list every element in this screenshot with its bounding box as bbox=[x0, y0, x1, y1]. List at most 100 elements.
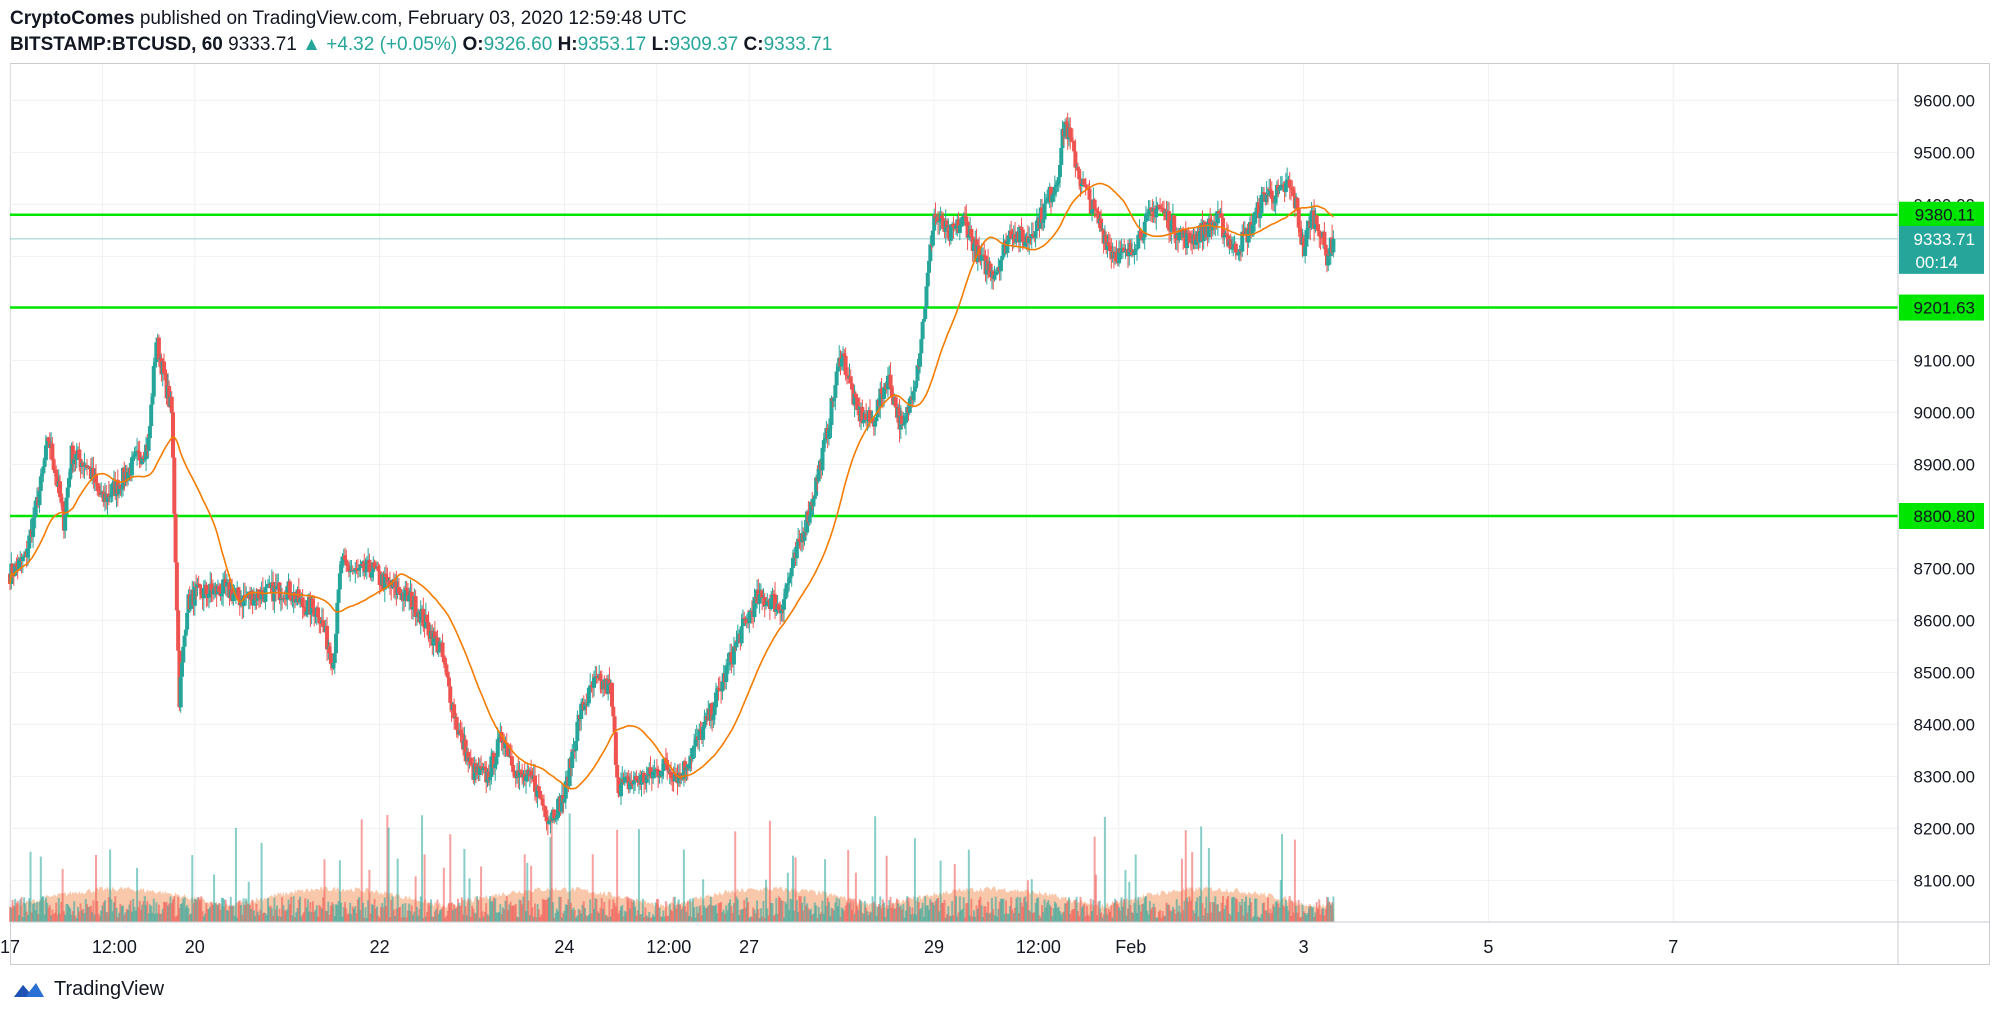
volume-bar bbox=[1071, 909, 1074, 922]
volume-bar bbox=[166, 905, 169, 922]
volume-bar bbox=[605, 915, 608, 922]
volume-bar bbox=[388, 917, 391, 922]
volume-bar bbox=[198, 900, 201, 922]
volume-bar bbox=[979, 896, 982, 922]
volume-bar bbox=[10, 907, 13, 922]
candle-body bbox=[354, 568, 359, 571]
volume-bar bbox=[1094, 874, 1097, 922]
candle-body bbox=[1224, 233, 1229, 236]
candle-body bbox=[376, 565, 381, 572]
candle-body bbox=[547, 820, 552, 824]
volume-bar bbox=[106, 912, 109, 922]
volume-bar bbox=[1195, 901, 1198, 922]
candles-layer[interactable] bbox=[8, 112, 1336, 836]
volume-bar bbox=[465, 915, 468, 922]
volume-bar bbox=[354, 906, 357, 922]
volume-bar bbox=[1096, 915, 1099, 922]
candle-body bbox=[1179, 229, 1184, 233]
candle-body bbox=[739, 626, 744, 644]
volume-bar bbox=[1109, 911, 1112, 922]
volume-bar bbox=[379, 907, 382, 922]
volume-bar bbox=[1200, 826, 1203, 922]
volume-bar bbox=[790, 899, 793, 922]
candle-body bbox=[1315, 224, 1320, 231]
volume-bar bbox=[209, 906, 212, 922]
candle-body bbox=[844, 374, 849, 376]
volume-bar bbox=[852, 898, 855, 922]
volume-bar bbox=[635, 915, 638, 922]
candle-body bbox=[318, 623, 323, 625]
candle-body bbox=[328, 653, 333, 664]
candle-body bbox=[67, 478, 72, 488]
candle-body bbox=[1022, 237, 1027, 247]
volume-bar bbox=[600, 897, 603, 922]
volume-bar bbox=[1103, 816, 1106, 922]
volume-bar bbox=[765, 879, 768, 922]
volume-bar bbox=[52, 913, 55, 922]
candle-body bbox=[445, 672, 450, 678]
low-value: 9309.37 bbox=[669, 34, 739, 55]
publisher-name[interactable]: CryptoComes bbox=[10, 8, 135, 29]
volume-bar bbox=[279, 916, 282, 922]
candle-body bbox=[206, 593, 211, 598]
volume-bar bbox=[761, 916, 764, 922]
volume-bar bbox=[933, 905, 936, 922]
candle-body bbox=[930, 230, 935, 246]
candle-body bbox=[290, 600, 295, 602]
horizontal-levels[interactable] bbox=[10, 213, 1898, 518]
volume-bar bbox=[1127, 908, 1130, 922]
candle-body bbox=[1117, 248, 1122, 264]
candle-body bbox=[382, 573, 387, 590]
candle-body bbox=[789, 567, 794, 577]
volume-bar bbox=[847, 849, 850, 922]
footer-brand[interactable]: TradingView bbox=[12, 978, 164, 1001]
volume-bar bbox=[1056, 907, 1059, 922]
volume-bar bbox=[811, 914, 814, 922]
volume-bar bbox=[774, 914, 777, 922]
volume-bar bbox=[539, 917, 542, 922]
volume-bar bbox=[621, 905, 624, 922]
volume-bar bbox=[349, 902, 352, 922]
candle-body bbox=[1258, 213, 1263, 219]
candle-body bbox=[690, 747, 695, 759]
candle-body bbox=[137, 452, 142, 461]
volume-bar bbox=[514, 903, 517, 922]
volume-bar bbox=[916, 897, 919, 922]
volume-bar bbox=[913, 838, 916, 922]
volume-bar bbox=[79, 903, 82, 922]
candle-body bbox=[296, 589, 301, 603]
volume-bar bbox=[1070, 910, 1073, 922]
volume-bar bbox=[152, 898, 155, 922]
volume-bar bbox=[1039, 917, 1042, 922]
volume-bar bbox=[731, 912, 734, 922]
candle-body bbox=[287, 581, 292, 599]
volume-bar bbox=[1306, 913, 1309, 922]
volume-bar bbox=[1152, 903, 1155, 922]
volume-bar bbox=[145, 905, 148, 922]
volume-bar bbox=[351, 906, 354, 922]
candle-body bbox=[760, 590, 765, 599]
candle-body bbox=[1095, 210, 1100, 212]
volume-bar bbox=[1030, 879, 1033, 922]
volume-bar bbox=[447, 903, 450, 922]
candle-body bbox=[811, 498, 816, 506]
volume-bar bbox=[238, 900, 241, 922]
volume-bar bbox=[637, 829, 640, 922]
candle-body bbox=[454, 717, 459, 730]
candle-body bbox=[538, 790, 543, 799]
volume-bar bbox=[680, 909, 683, 922]
volume-bar bbox=[785, 904, 788, 922]
candle-body bbox=[1283, 182, 1288, 192]
volume-bar bbox=[68, 906, 71, 922]
candle-body bbox=[1064, 121, 1069, 125]
volume-bar bbox=[157, 904, 160, 922]
volume-bar bbox=[703, 905, 706, 922]
volume-bar bbox=[848, 903, 851, 922]
price-tick-label: 9600.00 bbox=[1914, 91, 1975, 110]
volume-bar bbox=[269, 905, 272, 922]
symbol-label[interactable]: BITSTAMP:BTCUSD, 60 bbox=[10, 34, 223, 55]
volume-bar bbox=[1311, 907, 1314, 922]
volume-bar bbox=[537, 909, 540, 922]
volume-bar bbox=[1076, 910, 1079, 922]
